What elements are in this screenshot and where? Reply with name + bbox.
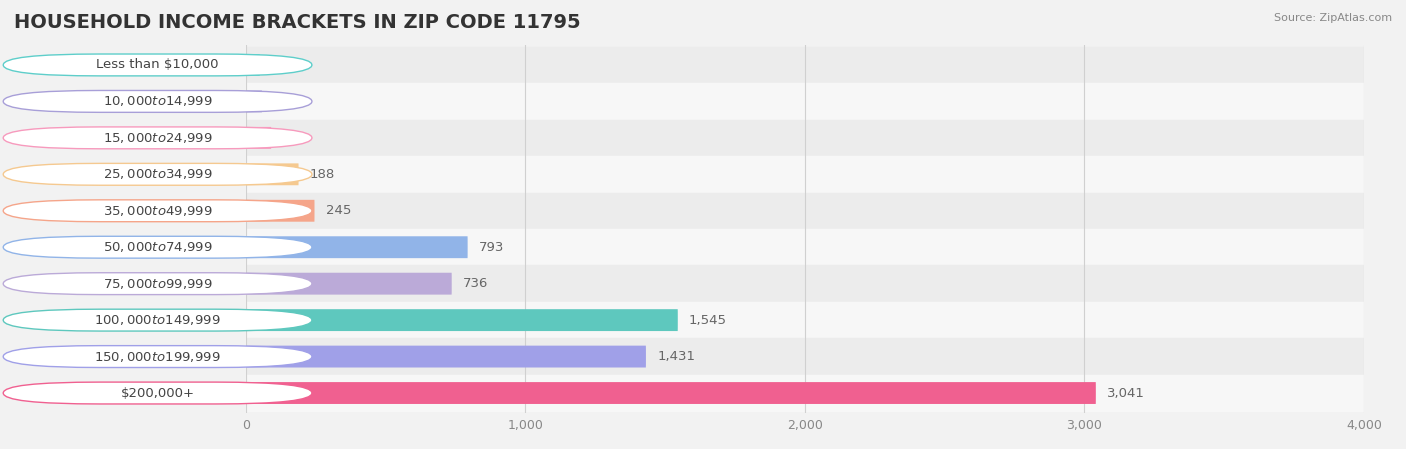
FancyBboxPatch shape [3, 54, 312, 76]
Text: $25,000 to $34,999: $25,000 to $34,999 [103, 167, 212, 181]
Text: $200,000+: $200,000+ [121, 387, 194, 400]
FancyBboxPatch shape [246, 382, 1095, 404]
Text: $35,000 to $49,999: $35,000 to $49,999 [103, 204, 212, 218]
FancyBboxPatch shape [3, 127, 312, 149]
Text: 90: 90 [283, 132, 299, 145]
FancyBboxPatch shape [3, 346, 312, 368]
Text: 49: 49 [271, 58, 288, 71]
FancyBboxPatch shape [246, 54, 260, 76]
FancyBboxPatch shape [3, 382, 312, 404]
FancyBboxPatch shape [246, 90, 262, 112]
Text: $10,000 to $14,999: $10,000 to $14,999 [103, 94, 212, 108]
Text: 245: 245 [326, 204, 352, 217]
FancyBboxPatch shape [246, 309, 678, 331]
FancyBboxPatch shape [246, 200, 315, 222]
FancyBboxPatch shape [3, 309, 312, 331]
Bar [246, 375, 1364, 411]
FancyBboxPatch shape [246, 346, 645, 368]
Text: $150,000 to $199,999: $150,000 to $199,999 [94, 350, 221, 364]
FancyBboxPatch shape [246, 163, 298, 185]
Bar [246, 193, 1364, 229]
Text: Less than $10,000: Less than $10,000 [97, 58, 219, 71]
FancyBboxPatch shape [3, 200, 312, 222]
Text: 793: 793 [479, 241, 505, 254]
Text: 1,545: 1,545 [689, 313, 727, 326]
Text: Source: ZipAtlas.com: Source: ZipAtlas.com [1274, 13, 1392, 23]
FancyBboxPatch shape [3, 90, 312, 112]
Text: 188: 188 [309, 168, 335, 181]
FancyBboxPatch shape [3, 273, 312, 295]
Bar [246, 119, 1364, 156]
Text: 1,431: 1,431 [657, 350, 695, 363]
Text: 736: 736 [463, 277, 488, 290]
Bar [246, 339, 1364, 375]
Bar [246, 265, 1364, 302]
Text: $50,000 to $74,999: $50,000 to $74,999 [103, 240, 212, 254]
FancyBboxPatch shape [246, 127, 271, 149]
Text: $75,000 to $99,999: $75,000 to $99,999 [103, 277, 212, 291]
Bar [246, 156, 1364, 193]
Text: 57: 57 [273, 95, 290, 108]
FancyBboxPatch shape [246, 236, 468, 258]
Bar [246, 229, 1364, 265]
FancyBboxPatch shape [246, 273, 451, 295]
Bar [246, 47, 1364, 83]
FancyBboxPatch shape [3, 163, 312, 185]
Text: 3,041: 3,041 [1107, 387, 1144, 400]
Text: $100,000 to $149,999: $100,000 to $149,999 [94, 313, 221, 327]
Text: HOUSEHOLD INCOME BRACKETS IN ZIP CODE 11795: HOUSEHOLD INCOME BRACKETS IN ZIP CODE 11… [14, 13, 581, 32]
Bar [246, 83, 1364, 119]
FancyBboxPatch shape [3, 236, 312, 258]
Text: $15,000 to $24,999: $15,000 to $24,999 [103, 131, 212, 145]
Bar [246, 302, 1364, 339]
